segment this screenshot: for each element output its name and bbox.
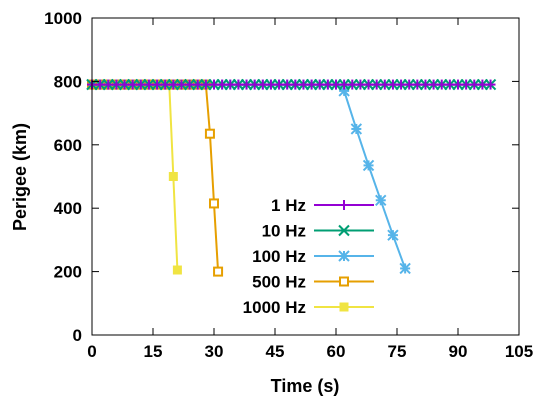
x-tick-label: 45 bbox=[266, 342, 285, 361]
data-point bbox=[209, 198, 219, 209]
legend-entry: 1 Hz bbox=[271, 196, 374, 215]
data-point bbox=[204, 128, 215, 139]
x-tick-label: 30 bbox=[205, 342, 224, 361]
data-point bbox=[350, 123, 363, 135]
axes: 0 15 30 45 60 75 90 105 0 200 400 600 800 1000 bbox=[44, 9, 533, 361]
legend-label: 10 Hz bbox=[262, 222, 306, 241]
legend-label: 500 Hz bbox=[252, 273, 306, 292]
series-1000-hz bbox=[87, 80, 182, 275]
series-line bbox=[92, 83, 220, 272]
x-tick-label: 90 bbox=[449, 342, 468, 361]
series-500-hz bbox=[87, 79, 224, 277]
series-line bbox=[92, 83, 407, 269]
legend-entry: 100 Hz bbox=[252, 247, 374, 266]
y-tick-label: 1000 bbox=[44, 9, 82, 28]
legend-entry: 500 Hz bbox=[252, 273, 374, 292]
legend: 1 Hz 10 Hz 100 Hz 500 Hz 1000 Hz bbox=[243, 196, 374, 317]
y-tick-label: 600 bbox=[54, 136, 82, 155]
y-tick-label: 400 bbox=[54, 199, 82, 218]
x-tick-label: 75 bbox=[388, 342, 407, 361]
data-point bbox=[387, 229, 399, 241]
x-axis-label: Time (s) bbox=[271, 376, 340, 396]
x-tick-label: 60 bbox=[327, 342, 346, 361]
x-tick-label: 15 bbox=[144, 342, 163, 361]
legend-marker bbox=[338, 250, 350, 262]
data-point bbox=[213, 266, 224, 277]
y-tick-label: 0 bbox=[73, 326, 82, 345]
legend-marker bbox=[339, 200, 349, 210]
x-tick-label: 0 bbox=[87, 342, 96, 361]
data-point bbox=[172, 265, 182, 275]
y-tick-label: 200 bbox=[54, 263, 82, 282]
data-point bbox=[485, 79, 496, 90]
legend-label: 1000 Hz bbox=[243, 298, 306, 317]
plot-area bbox=[86, 78, 497, 277]
legend-label: 1 Hz bbox=[271, 196, 306, 215]
data-point bbox=[375, 194, 387, 206]
data-point bbox=[362, 159, 375, 172]
series-100-hz bbox=[86, 78, 411, 275]
y-axis-label: Perigee (km) bbox=[10, 123, 30, 231]
legend-marker bbox=[339, 302, 349, 312]
plot-frame bbox=[91, 17, 520, 336]
data-point bbox=[399, 262, 411, 275]
series-line bbox=[92, 83, 179, 271]
x-tick-label: 105 bbox=[505, 342, 533, 361]
legend-entry: 10 Hz bbox=[262, 222, 374, 241]
legend-label: 100 Hz bbox=[252, 247, 306, 266]
y-tick-label: 800 bbox=[54, 72, 82, 91]
legend-marker bbox=[338, 224, 350, 237]
legend-entry: 1000 Hz bbox=[243, 298, 374, 317]
legend-marker bbox=[339, 276, 349, 287]
data-point bbox=[168, 172, 178, 181]
series-1-hz bbox=[87, 79, 496, 90]
